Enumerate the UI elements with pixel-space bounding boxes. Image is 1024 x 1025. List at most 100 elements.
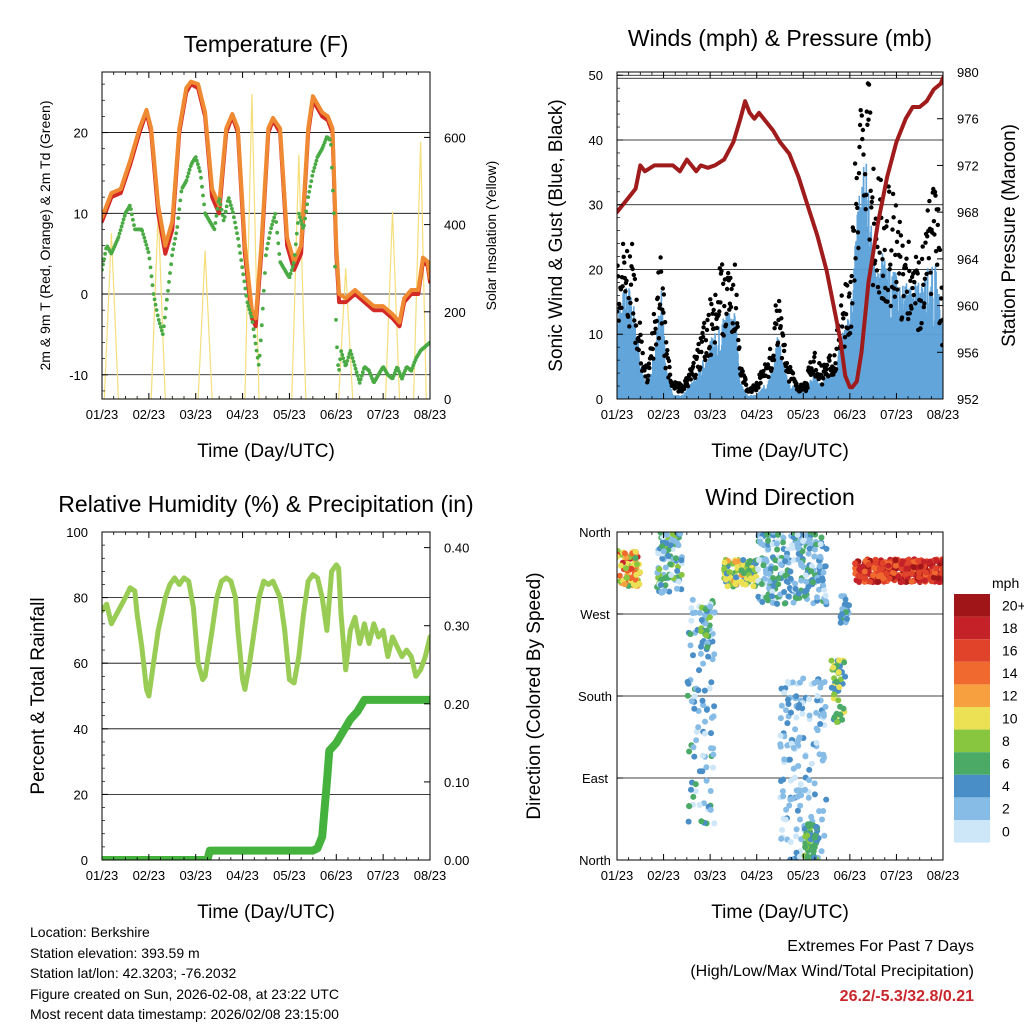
gust-point bbox=[636, 347, 641, 353]
direction-point bbox=[870, 572, 877, 579]
direction-point bbox=[655, 550, 662, 557]
gust-point bbox=[866, 117, 871, 122]
series-2m-td bbox=[102, 135, 430, 385]
dewpoint-point bbox=[327, 137, 332, 142]
dewpoint-point bbox=[158, 325, 163, 329]
dewpoint-point bbox=[330, 165, 334, 170]
x-tick-label: 01/23 bbox=[86, 407, 119, 422]
direction-point bbox=[691, 753, 698, 760]
direction-point bbox=[816, 586, 822, 593]
direction-point bbox=[818, 848, 825, 855]
direction-point bbox=[817, 553, 824, 560]
direction-point bbox=[668, 572, 675, 578]
direction-point bbox=[813, 709, 820, 716]
direction-point bbox=[711, 651, 718, 658]
direction-point bbox=[665, 553, 672, 559]
gust-point bbox=[884, 224, 889, 229]
dewpoint-point bbox=[357, 381, 362, 385]
direction-point bbox=[761, 575, 768, 582]
dewpoint-point bbox=[337, 368, 341, 372]
dewpoint-point bbox=[261, 288, 266, 293]
gust-point bbox=[931, 219, 937, 224]
direction-point bbox=[628, 565, 635, 572]
direction-point bbox=[757, 538, 763, 545]
chart-direction: Wind Direction 01/23 02/23 03/23 04/23 05/23 0… bbox=[524, 484, 959, 923]
gust-point bbox=[925, 234, 930, 239]
gust-point bbox=[666, 358, 672, 364]
gust-point bbox=[876, 290, 882, 295]
gust-point bbox=[654, 318, 659, 324]
direction-point bbox=[704, 644, 711, 651]
direction-point bbox=[702, 718, 708, 725]
gust-point bbox=[700, 330, 705, 336]
direction-point bbox=[811, 546, 818, 553]
dewpoint-point bbox=[193, 155, 198, 160]
dewpoint-point bbox=[309, 179, 314, 184]
direction-point bbox=[780, 534, 787, 541]
direction-point bbox=[699, 697, 706, 704]
dewpoint-point bbox=[427, 340, 430, 345]
gust-point bbox=[718, 300, 723, 305]
direction-point bbox=[667, 561, 674, 568]
direction-point bbox=[780, 793, 787, 800]
gust-point bbox=[631, 272, 636, 278]
direction-point bbox=[794, 532, 801, 538]
dewpoint-point bbox=[199, 175, 203, 180]
dewpoint-point bbox=[245, 300, 250, 305]
gust-point bbox=[926, 256, 931, 261]
gust-point bbox=[619, 305, 624, 310]
direction-point bbox=[875, 573, 882, 580]
gust-point bbox=[894, 239, 900, 244]
direction-point bbox=[872, 556, 879, 563]
gust-point bbox=[724, 311, 729, 316]
direction-point bbox=[818, 534, 825, 541]
data-layer bbox=[102, 79, 430, 399]
gust-point bbox=[861, 152, 866, 157]
direction-point bbox=[707, 806, 714, 813]
direction-point bbox=[688, 786, 694, 793]
gust-point bbox=[628, 300, 633, 306]
direction-point bbox=[695, 724, 702, 731]
dewpoint-point bbox=[268, 230, 272, 235]
direction-point bbox=[883, 570, 890, 577]
gust-point bbox=[862, 51, 866, 55]
direction-point bbox=[773, 540, 780, 547]
gust-point bbox=[773, 303, 778, 308]
dewpoint-point bbox=[355, 373, 360, 378]
direction-point bbox=[710, 764, 716, 771]
direction-point bbox=[783, 806, 790, 813]
y-tick-label: West bbox=[580, 607, 610, 622]
direction-point bbox=[898, 561, 905, 568]
direction-point bbox=[793, 714, 800, 721]
colorbar-label: 8 bbox=[1002, 733, 1010, 749]
direction-point bbox=[811, 844, 818, 851]
gust-point bbox=[906, 239, 911, 244]
direction-point bbox=[623, 574, 630, 581]
gust-point bbox=[788, 364, 793, 370]
gust-point bbox=[903, 265, 909, 271]
x-axis-label: Time (Day/UTC) bbox=[197, 441, 335, 462]
gust-point bbox=[646, 361, 652, 366]
gust-point bbox=[775, 340, 781, 345]
dewpoint-point bbox=[185, 174, 190, 179]
x-tick-label: 08/23 bbox=[414, 407, 447, 422]
y-tick-label: 60 bbox=[74, 656, 88, 671]
direction-point bbox=[788, 709, 794, 716]
direction-point bbox=[684, 678, 691, 685]
gust-point bbox=[887, 189, 892, 194]
direction-point bbox=[781, 589, 788, 595]
gust-point bbox=[778, 324, 783, 329]
gust-point bbox=[646, 373, 651, 378]
direction-point bbox=[685, 818, 692, 825]
y-tick-label: 40 bbox=[589, 133, 603, 148]
gust-point bbox=[626, 314, 631, 319]
dewpoint-point bbox=[121, 217, 126, 222]
gust-point bbox=[925, 208, 930, 213]
dewpoint-point bbox=[273, 212, 278, 216]
direction-point bbox=[921, 577, 928, 584]
gust-point bbox=[898, 254, 903, 259]
gust-point bbox=[662, 320, 668, 325]
y-tick-label: 0 bbox=[596, 392, 603, 407]
colorbar-label: 16 bbox=[1002, 643, 1018, 659]
direction-point bbox=[703, 777, 710, 784]
